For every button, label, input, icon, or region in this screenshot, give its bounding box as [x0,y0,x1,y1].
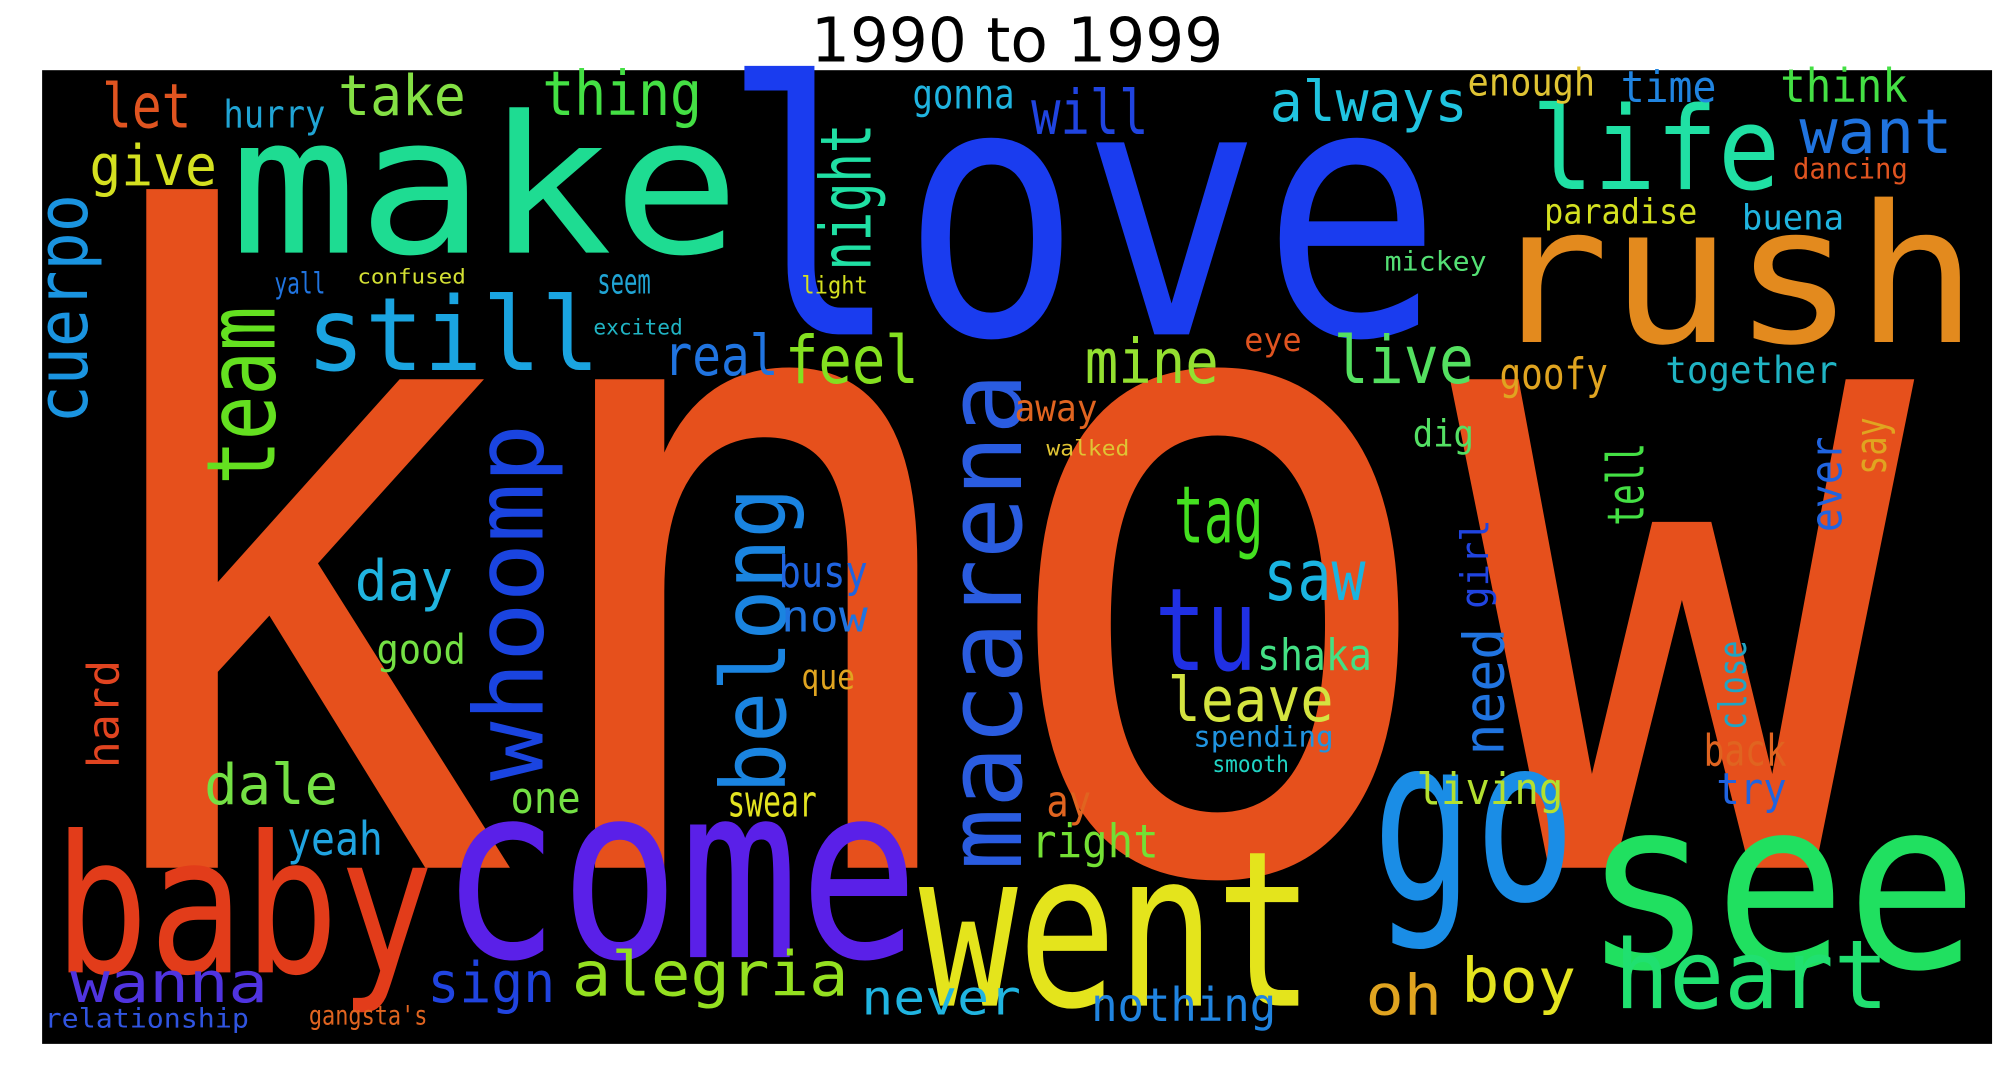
word: boy [1461,946,1576,1017]
word: go [1372,688,1576,955]
word: buena [1742,199,1844,239]
word: make [230,76,740,299]
word: nothing [1091,978,1276,1032]
word: sign [428,951,556,1016]
word: always [1270,70,1468,135]
word: light [801,271,867,300]
word: girl [1453,519,1498,608]
word: goofy [1499,350,1607,400]
word: baby [54,795,434,1018]
word: want [1799,97,1952,168]
word: mickey [1385,247,1487,278]
word: dancing [1793,153,1908,186]
word: dig [1413,413,1474,456]
word: try [1716,765,1786,815]
word: come [440,733,919,1015]
word: take [338,64,466,129]
word: feel [785,321,919,399]
word: need [1452,628,1517,756]
word: let [102,72,191,143]
word: good [376,626,465,674]
word: will [1031,78,1148,149]
word: time [1621,63,1717,113]
word: seem [597,263,651,303]
word: live [1334,321,1474,399]
word: gonna [912,70,1014,118]
word: walked [1046,437,1129,462]
cloud-background [42,70,1993,1044]
word: excited [593,315,682,340]
word: back [1704,727,1787,777]
word: smooth [1212,752,1289,778]
word: enough [1468,61,1596,106]
word: eye [1244,321,1301,359]
word: one [510,774,580,824]
word: busy [778,548,867,598]
word: rush [1487,165,1978,388]
word: relationship [45,1003,249,1034]
word: tell [1598,443,1657,526]
word: still [306,276,600,395]
word: away [1015,387,1098,430]
word: spending [1193,721,1333,754]
word: hard [80,660,130,768]
word: saw [1263,535,1366,617]
word: whoomp [453,424,565,781]
word: now [781,593,869,643]
word: que [801,658,855,698]
word: right [1031,815,1159,869]
word: together [1665,349,1837,392]
word: real [664,324,779,389]
word: say [1847,417,1897,474]
word: wanna [70,951,268,1016]
word: paradise [1544,192,1697,232]
word: love [721,8,1442,417]
word: living [1417,765,1564,815]
word: see [1582,748,1978,1023]
word: shaka [1257,631,1372,681]
word: gangsta's [309,1001,428,1032]
word: yeah [287,812,383,866]
word: close [1711,641,1756,730]
word: thing [542,59,702,130]
word: give [89,134,217,199]
word: night [805,124,887,271]
word: dale [204,753,338,818]
word: oh [1365,964,1442,1029]
word: day [355,549,453,614]
word: life [1531,83,1780,217]
word: belong [703,487,807,793]
word: cuerpo [22,194,104,424]
word: yall [274,267,325,301]
word: hurry [223,93,325,138]
word: think [1780,59,1908,113]
word: leave [1168,665,1334,736]
word: know [57,39,1919,1074]
word: confused [357,264,465,288]
word: swear [727,778,816,828]
word: macarena [924,373,1046,871]
word: mine [1085,327,1219,398]
word: never [861,971,1021,1027]
word: heart [1614,919,1888,1031]
title: 1990 to 1999 [811,5,1223,76]
word: ay [1046,778,1091,828]
word: ever [1802,436,1852,532]
word: team [185,306,297,485]
word: tu [1155,564,1257,698]
word: tag [1174,469,1263,561]
word: went [919,806,1315,1058]
word: alegria [572,939,849,1010]
